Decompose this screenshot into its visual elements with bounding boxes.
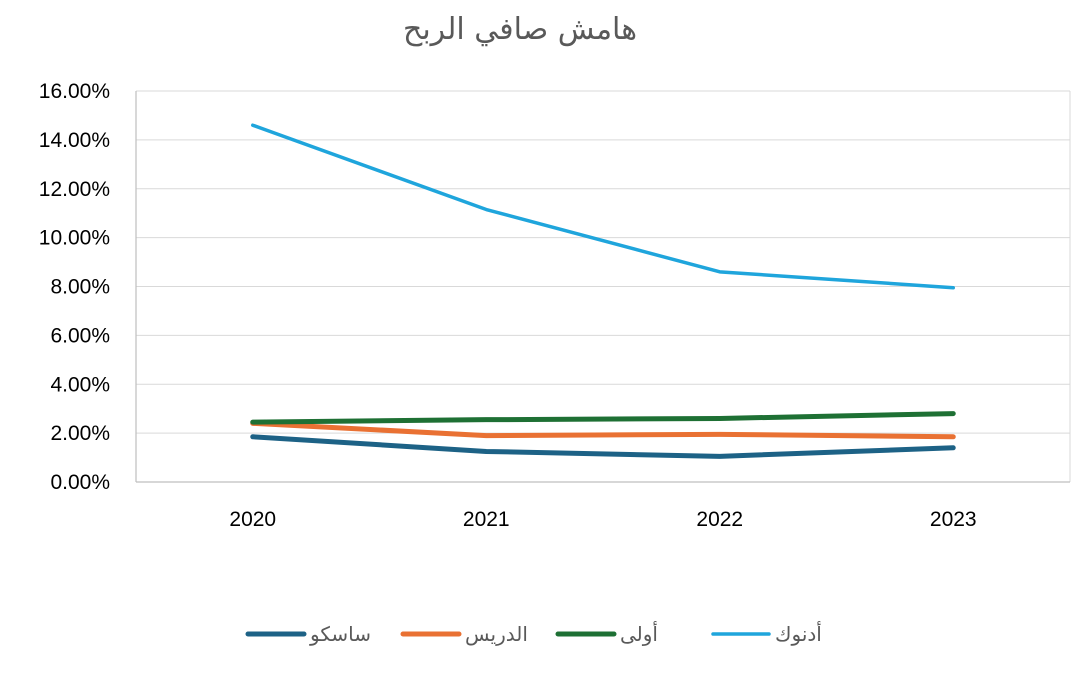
data-point <box>252 421 254 423</box>
x-tick-label: 2020 <box>229 508 276 531</box>
x-tick-label: 2021 <box>463 508 510 531</box>
data-point <box>719 433 721 435</box>
series-lines <box>250 123 956 459</box>
x-tick-labels: 2020 2021 2022 2023 <box>229 508 976 531</box>
data-point <box>719 271 721 273</box>
y-tick-label: 12.00% <box>39 178 110 201</box>
y-tick-label: 0.00% <box>50 471 110 494</box>
series-line-2 <box>250 420 956 440</box>
data-point <box>952 413 954 415</box>
axes <box>135 91 1071 483</box>
x-tick-label: 2022 <box>696 508 743 531</box>
x-tick-label: 2023 <box>930 508 977 531</box>
legend-label: أولى <box>620 621 658 646</box>
data-point <box>485 450 487 452</box>
legend-item: أولى <box>555 621 658 646</box>
legend-item: أدنوك <box>711 621 822 646</box>
data-point <box>952 447 954 449</box>
y-tick-label: 2.00% <box>50 422 110 445</box>
data-point <box>485 435 487 437</box>
series-line-1 <box>250 434 956 459</box>
y-tick-label: 6.00% <box>50 324 110 347</box>
legend-label: الدريس <box>465 624 528 646</box>
data-point <box>952 287 954 289</box>
data-point <box>252 436 254 438</box>
data-point <box>485 209 487 211</box>
grid-lines <box>136 90 1070 434</box>
data-point <box>952 436 954 438</box>
legend-item: الدريس <box>400 624 528 646</box>
data-point <box>719 417 721 419</box>
legend: ساسكو الدريس أولى أدنوك <box>245 621 822 646</box>
y-tick-label: 8.00% <box>50 276 110 299</box>
data-point <box>719 455 721 457</box>
chart-title: هامش صافي الربح <box>402 12 638 47</box>
legend-label: أدنوك <box>775 621 822 646</box>
series-line-4 <box>251 123 955 290</box>
data-point <box>252 124 254 126</box>
legend-item: ساسكو <box>245 624 371 646</box>
legend-label: ساسكو <box>309 624 371 646</box>
y-tick-label: 14.00% <box>39 129 110 152</box>
data-point <box>485 419 487 421</box>
y-tick-label: 10.00% <box>39 227 110 250</box>
y-tick-labels: 0.00% 2.00% 4.00% 6.00% 8.00% 10.00% 12.00% 14.… <box>39 80 110 494</box>
y-tick-label: 16.00% <box>39 80 110 103</box>
series-line-3 <box>250 411 956 425</box>
y-tick-label: 4.00% <box>50 373 110 396</box>
